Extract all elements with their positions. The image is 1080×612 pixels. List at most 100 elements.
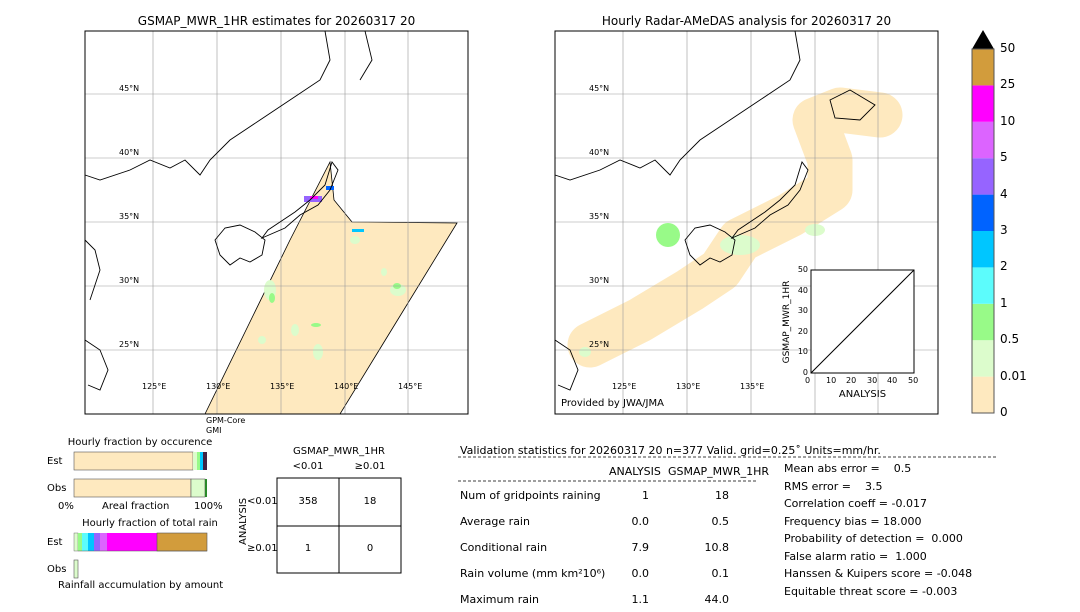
colorbar-segment	[972, 267, 994, 304]
colorbar	[971, 30, 995, 414]
lat-label: 40°N	[589, 148, 610, 157]
stat-label: Average rain	[460, 515, 530, 528]
colorbar-label: 1	[1000, 296, 1008, 310]
lat-label: 30°N	[589, 276, 610, 285]
inset-y-tick: 0	[802, 368, 808, 377]
score-line: Hanssen & Kuipers score = -0.048	[784, 567, 973, 580]
analysis-value: 1.1	[631, 593, 650, 606]
lon-label: 125°E	[612, 382, 637, 391]
colorbar-extend-arrow	[972, 30, 994, 49]
left-map-title: GSMAP_MWR_1HR estimates for 20260317 20	[137, 14, 416, 28]
analysis-value: 0.0	[631, 567, 650, 580]
colorbar-segment	[972, 231, 994, 268]
inset-y-tick: 10	[797, 347, 808, 356]
gsmap-value: 10.8	[704, 541, 730, 554]
validation-header: Validation statistics for 20260317 20 n=…	[460, 444, 881, 457]
satellite-label: GPM-Core	[206, 416, 246, 425]
swath	[204, 160, 458, 415]
cell: 1	[304, 543, 312, 554]
colorbar-label: 0	[1000, 405, 1008, 419]
colorbar-segment	[972, 121, 994, 159]
occurrence-title: Hourly fraction by occurence	[67, 437, 213, 448]
gsmap-value: 44.0	[704, 593, 730, 606]
lat-label: 35°N	[119, 212, 140, 221]
lat-label: 45°N	[119, 84, 140, 93]
inset-y-tick: 20	[797, 327, 808, 336]
colorbar-segment	[972, 49, 994, 86]
col-header: ANALYSIS	[609, 465, 661, 478]
colorbar-segment	[972, 158, 994, 195]
inset-ylabel: GSMAP_MWR_1HR	[782, 280, 792, 364]
score-line: Probability of detection = 0.000	[784, 532, 963, 545]
lat-label: 25°N	[119, 340, 140, 349]
inset-x-tick: 40	[887, 376, 898, 385]
x-end-label: 100%	[194, 501, 223, 512]
colorbar-label: 4	[1000, 187, 1008, 201]
inset-y-tick: 30	[797, 306, 808, 315]
inset-diagonal	[810, 269, 915, 374]
analysis-value: 0.0	[631, 515, 650, 528]
colorbar-label: 50	[1000, 41, 1016, 55]
col-label: ≥0.01	[354, 461, 386, 472]
colorbar-segment	[972, 194, 994, 231]
lon-label: 130°E	[676, 382, 701, 391]
colorbar-label: 3	[1000, 223, 1008, 237]
lat-label: 30°N	[119, 276, 140, 285]
est-label: Est	[47, 537, 63, 548]
stat-label: Maximum rain	[460, 593, 539, 606]
inset-x-tick: 10	[826, 376, 837, 385]
col-label: <0.01	[292, 461, 324, 472]
inset-x-tick: 20	[846, 376, 857, 385]
score-line: Mean abs error = 0.5	[784, 462, 912, 475]
colorbar-segment	[972, 376, 994, 413]
colorbar-label: 0.5	[1000, 332, 1020, 346]
lat-label: 35°N	[589, 212, 610, 221]
row-label: <0.01	[247, 496, 278, 507]
lat-label: 40°N	[119, 148, 140, 157]
lon-label: 140°E	[334, 382, 359, 391]
lon-label: 125°E	[142, 382, 167, 391]
contingency-grid	[276, 477, 402, 574]
stat-label: Rain volume (mm km²10⁶)	[460, 567, 606, 580]
inset-xlabel: ANALYSIS	[838, 389, 887, 400]
lon-label: 135°E	[740, 382, 765, 391]
score-line: RMS error = 3.5	[784, 480, 883, 493]
cell: 0	[366, 543, 374, 554]
lon-label: 130°E	[206, 382, 231, 391]
stat-label: Num of gridpoints raining	[460, 489, 601, 502]
analysis-value: 1	[642, 489, 649, 502]
score-line: Equitable threat score = -0.003	[784, 585, 958, 598]
analysis-value: 7.9	[631, 541, 650, 554]
colorbar-label: 2	[1000, 259, 1008, 273]
cell: 358	[298, 496, 318, 507]
credit-label: Provided by JWA/JMA	[561, 398, 664, 409]
analysis-coverage	[567, 87, 903, 368]
total-rain-title: Hourly fraction of total rain	[82, 518, 218, 529]
left-map	[84, 30, 469, 415]
coastlines	[84, 30, 373, 391]
total-rain-footer: Rainfall accumulation by amount	[58, 580, 224, 591]
obs-label: Obs	[47, 483, 67, 494]
colorbar-label: 25	[1000, 77, 1016, 91]
gsmap-value: 0.1	[711, 567, 730, 580]
gsmap-value: 18	[715, 489, 729, 502]
colorbar-label: 10	[1000, 114, 1016, 128]
score-line: Frequency bias = 18.000	[784, 515, 922, 528]
occurrence-chart	[73, 451, 208, 579]
inset-x-tick: 30	[867, 376, 878, 385]
row-label: ≥0.01	[247, 543, 278, 554]
colorbar-segment	[972, 85, 994, 122]
lon-label: 145°E	[398, 382, 423, 391]
inset-x-tick: 50	[908, 376, 919, 385]
score-line: False alarm ratio = 1.000	[784, 550, 927, 563]
right-map	[554, 30, 939, 415]
x-start-label: 0%	[58, 501, 74, 512]
score-line: Correlation coeff = -0.017	[784, 497, 927, 510]
cell: 18	[363, 496, 377, 507]
col-header: GSMAP_MWR_1HR	[668, 465, 770, 478]
right-map-title: Hourly Radar-AMeDAS analysis for 2026031…	[601, 14, 892, 28]
lat-label: 45°N	[589, 84, 610, 93]
obs-label: Obs	[47, 564, 67, 575]
stat-label: Conditional rain	[460, 541, 548, 554]
inset-x-tick: 0	[805, 376, 811, 385]
